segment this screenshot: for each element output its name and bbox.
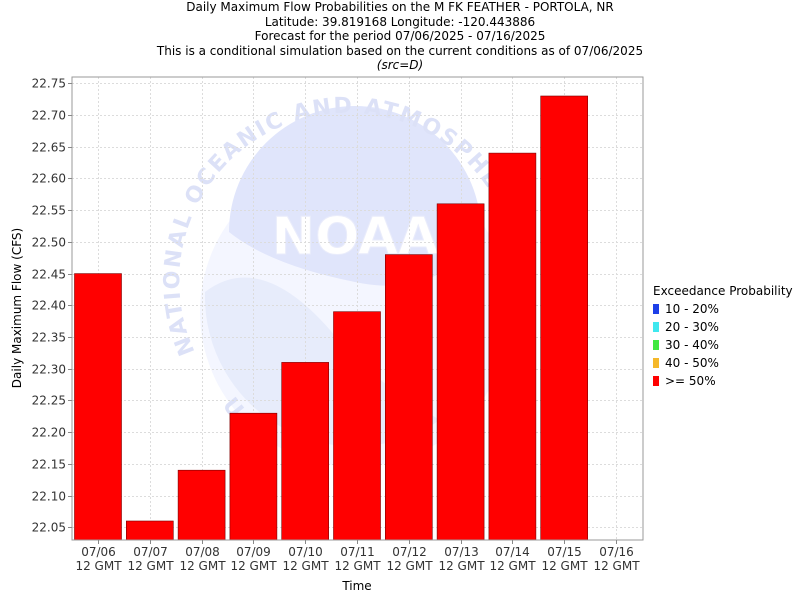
x-tick-label: 12 GMT [230, 559, 277, 573]
y-tick-label: 22.30 [32, 363, 66, 377]
y-tick-label: 22.25 [32, 394, 66, 408]
x-axis-label: Time [341, 579, 371, 593]
y-tick-label: 22.10 [32, 490, 66, 504]
chart-title: Daily Maximum Flow Probabilities on the … [186, 0, 614, 14]
bar [74, 273, 122, 541]
y-tick-label: 22.45 [32, 268, 66, 282]
legend-item: 30 - 40% [653, 336, 793, 354]
y-tick-label: 22.05 [32, 521, 66, 535]
x-tick-label: 07/15 [547, 545, 582, 559]
x-tick-label: 07/09 [236, 545, 271, 559]
legend-swatch [653, 322, 659, 332]
x-tick-label: 12 GMT [438, 559, 485, 573]
y-tick-label: 22.20 [32, 426, 66, 440]
x-tick-label: 07/06 [81, 545, 116, 559]
x-tick-label: 07/08 [185, 545, 220, 559]
legend-swatch [653, 376, 659, 386]
legend-item: 20 - 30% [653, 318, 793, 336]
bar [229, 412, 278, 541]
chart-bars [74, 95, 589, 541]
x-tick-label: 07/07 [133, 545, 168, 559]
x-tick-label: 12 GMT [334, 559, 381, 573]
y-tick-label: 22.35 [32, 331, 66, 345]
chart-period: Forecast for the period 07/06/2025 - 07/… [254, 29, 546, 43]
x-tick-label: 12 GMT [541, 559, 588, 573]
y-tick-label: 22.60 [32, 172, 66, 186]
legend-item: 40 - 50% [653, 354, 793, 372]
chart-titles: Daily Maximum Flow Probabilities on the … [0, 0, 800, 73]
noaa-emblem-bird [229, 106, 481, 286]
x-tick-label: 12 GMT [75, 559, 122, 573]
legend-label: 10 - 20% [665, 302, 719, 316]
legend-label: >= 50% [665, 374, 716, 388]
x-tick-label: 12 GMT [489, 559, 536, 573]
x-tick-label: 07/12 [392, 545, 427, 559]
bar [488, 152, 537, 541]
bar [436, 203, 485, 541]
bar [126, 520, 174, 541]
y-tick-label: 22.50 [32, 236, 66, 250]
bar [333, 311, 381, 541]
noaa-emblem-wave [204, 277, 440, 447]
x-tick-label: 12 GMT [179, 559, 226, 573]
y-tick-label: 22.55 [32, 204, 66, 218]
x-tick-label: 12 GMT [386, 559, 433, 573]
legend-title: Exceedance Probability [653, 284, 793, 298]
x-tick-label: 07/10 [288, 545, 323, 559]
chart-source: (src=D) [376, 58, 424, 72]
x-tick-label: 12 GMT [127, 559, 174, 573]
x-tick-label: 12 GMT [282, 559, 329, 573]
legend-swatch [653, 340, 659, 350]
x-tick-label: 07/14 [495, 545, 530, 559]
x-tick-label: 07/11 [340, 545, 375, 559]
y-tick-label: 22.40 [32, 299, 66, 313]
chart-location: Latitude: 39.819168 Longitude: -120.4438… [264, 14, 536, 29]
legend-item: 10 - 20% [653, 300, 793, 318]
chart-axes: 22.05 22.10 22.15 22.20 22.25 22.30 22.35 22.40… [32, 76, 644, 573]
y-tick-label: 22.65 [32, 141, 66, 155]
y-axis-label: Daily Maximum Flow (CFS) [10, 228, 24, 388]
legend-label: 30 - 40% [665, 338, 719, 352]
legend-swatch [653, 304, 659, 314]
x-tick-label: 07/13 [444, 545, 479, 559]
bar [540, 95, 589, 541]
chart-condition-note: This is a conditional simulation based o… [156, 43, 644, 58]
x-tick-label: 07/16 [599, 545, 634, 559]
legend: Exceedance Probability 10 - 20% 20 - 30% 3… [653, 284, 793, 390]
legend-label: 20 - 30% [665, 320, 719, 334]
x-tick-label: 12 GMT [593, 559, 640, 573]
y-tick-label: 22.75 [32, 77, 66, 91]
noaa-logo-text: NOAA [272, 207, 439, 267]
bar [281, 362, 330, 541]
legend-item: >= 50% [653, 372, 793, 390]
y-tick-label: 22.15 [32, 458, 66, 472]
legend-items: 10 - 20% 20 - 30% 30 - 40% 40 - 50% >= 50% [653, 300, 793, 390]
legend-swatch [653, 358, 659, 368]
legend-label: 40 - 50% [665, 356, 719, 370]
bar [177, 469, 226, 541]
y-tick-label: 22.70 [32, 109, 66, 123]
bar [384, 254, 433, 541]
